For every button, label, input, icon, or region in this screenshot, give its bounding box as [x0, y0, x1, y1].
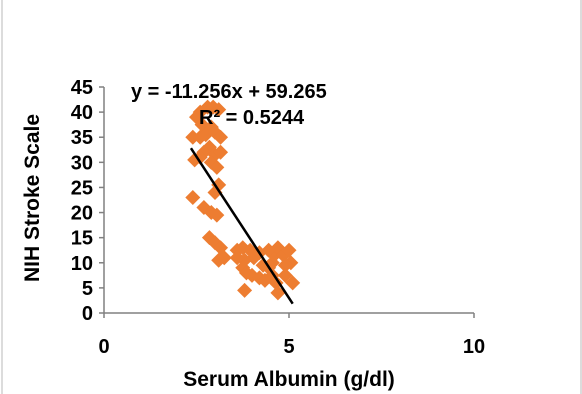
y-tick-label: 20: [71, 203, 93, 225]
data-point: [285, 275, 301, 291]
x-tick-label: 0: [98, 336, 109, 358]
y-tick-layer: 0 5 10 15 20 25 30 35 40 45: [71, 77, 104, 325]
r-squared-label: R² = 0.5244: [199, 107, 305, 129]
y-axis-label: NIH Stroke Scale: [21, 114, 44, 282]
x-tick-label: 5: [283, 336, 294, 358]
y-tick-label: 0: [82, 303, 93, 325]
y-tick-label: 25: [71, 177, 93, 199]
data-point: [211, 252, 227, 268]
data-point: [213, 129, 229, 145]
data-point: [209, 207, 225, 223]
data-point: [237, 282, 253, 298]
data-point: [281, 242, 297, 258]
data-point: [211, 102, 227, 118]
data-point: [198, 127, 214, 143]
x-axis-label: Serum Albumin (g/dl): [183, 368, 395, 391]
data-point: [277, 257, 293, 273]
data-point: [268, 275, 284, 291]
data-point: [192, 149, 208, 165]
trendline-equation: y = -11.256x + 59.265: [131, 81, 327, 103]
data-point: [194, 117, 210, 133]
y-tick-label: 5: [82, 278, 93, 300]
x-tick-layer: 0 5 10: [98, 313, 485, 358]
data-point: [185, 189, 201, 205]
y-tick-label: 35: [71, 127, 93, 149]
marker-layer: [185, 99, 301, 301]
data-point: [270, 285, 286, 301]
data-point: [261, 242, 277, 258]
trendline: [189, 147, 294, 305]
y-tick-label: 15: [71, 228, 93, 250]
y-tick-label: 30: [71, 152, 93, 174]
data-point: [209, 159, 225, 175]
y-tick-label: 40: [71, 102, 93, 124]
y-tick-label: 10: [71, 253, 93, 275]
y-tick-label: 45: [71, 77, 93, 99]
data-point: [213, 144, 229, 160]
x-tick-label: 10: [463, 336, 485, 358]
